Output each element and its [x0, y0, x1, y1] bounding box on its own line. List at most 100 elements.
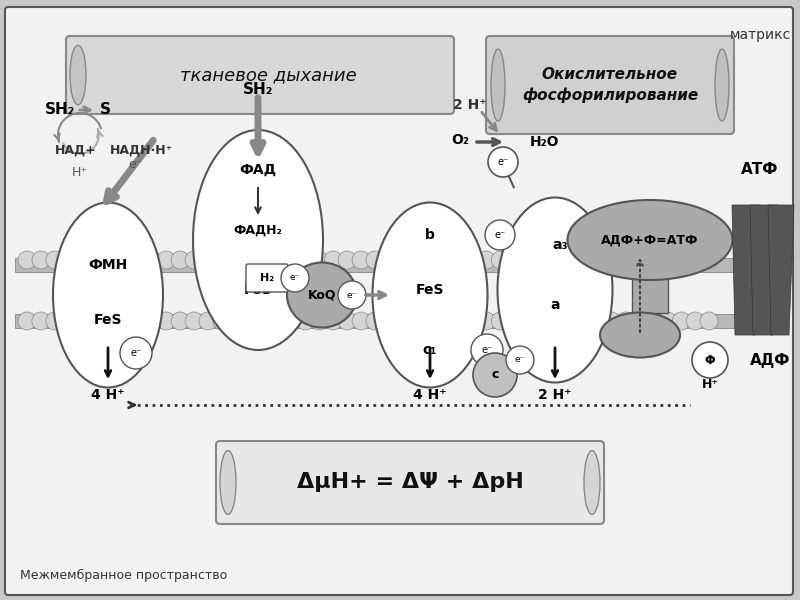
Ellipse shape: [498, 197, 613, 383]
Text: e⁻: e⁻: [130, 348, 142, 358]
Circle shape: [672, 312, 690, 330]
Circle shape: [338, 281, 366, 309]
Ellipse shape: [53, 202, 163, 388]
Circle shape: [199, 312, 217, 330]
Circle shape: [574, 251, 593, 269]
Text: ΔμH+ = ΔΨ + ΔpH: ΔμH+ = ΔΨ + ΔpH: [297, 473, 523, 493]
Text: FeS: FeS: [416, 283, 444, 297]
Text: НАДН·Н⁺: НАДН·Н⁺: [110, 143, 174, 157]
Ellipse shape: [491, 49, 505, 121]
Circle shape: [310, 251, 328, 269]
Circle shape: [143, 312, 162, 330]
Text: Межмембранное пространство: Межмембранное пространство: [20, 568, 227, 581]
Circle shape: [88, 312, 106, 330]
Text: H⁺: H⁺: [72, 166, 88, 179]
Circle shape: [422, 251, 440, 269]
Ellipse shape: [287, 263, 357, 328]
Circle shape: [282, 251, 301, 269]
Circle shape: [74, 312, 92, 330]
Circle shape: [506, 251, 523, 269]
FancyBboxPatch shape: [216, 441, 604, 524]
Circle shape: [352, 312, 370, 330]
Circle shape: [143, 251, 162, 269]
Text: e⁻: e⁻: [482, 345, 493, 355]
Circle shape: [519, 251, 537, 269]
Circle shape: [324, 312, 342, 330]
Circle shape: [102, 312, 119, 330]
Circle shape: [120, 337, 152, 369]
Circle shape: [692, 342, 728, 378]
Text: тканевое дыхание: тканевое дыхание: [180, 66, 356, 84]
Circle shape: [686, 251, 704, 269]
Text: FeS: FeS: [94, 313, 122, 327]
Text: e⁻: e⁻: [515, 355, 525, 364]
Circle shape: [88, 251, 106, 269]
Ellipse shape: [70, 45, 86, 105]
Circle shape: [547, 251, 565, 269]
Text: 2 H⁺: 2 H⁺: [454, 98, 486, 112]
Circle shape: [672, 251, 690, 269]
Circle shape: [658, 312, 676, 330]
Circle shape: [506, 346, 534, 374]
Circle shape: [46, 251, 64, 269]
Circle shape: [18, 251, 36, 269]
Circle shape: [227, 312, 245, 330]
Circle shape: [589, 251, 606, 269]
Text: e⁻: e⁻: [498, 157, 509, 167]
Text: ФМН: ФМН: [88, 258, 128, 272]
Circle shape: [352, 251, 370, 269]
Ellipse shape: [567, 200, 733, 280]
Text: c: c: [491, 368, 498, 382]
Circle shape: [394, 251, 412, 269]
Circle shape: [436, 312, 454, 330]
Circle shape: [254, 251, 273, 269]
Circle shape: [533, 251, 551, 269]
Text: e⁻: e⁻: [290, 274, 300, 283]
Circle shape: [380, 312, 398, 330]
Circle shape: [18, 312, 36, 330]
Text: ФАДН₂: ФАДН₂: [234, 223, 282, 236]
Circle shape: [450, 312, 467, 330]
Circle shape: [281, 264, 309, 292]
Circle shape: [617, 312, 634, 330]
Circle shape: [471, 334, 503, 366]
Text: H₂O: H₂O: [530, 135, 559, 149]
Circle shape: [60, 251, 78, 269]
Circle shape: [115, 312, 134, 330]
Circle shape: [436, 251, 454, 269]
Circle shape: [478, 251, 495, 269]
Circle shape: [602, 312, 621, 330]
Circle shape: [491, 251, 510, 269]
Circle shape: [130, 251, 147, 269]
Circle shape: [408, 251, 426, 269]
Circle shape: [485, 220, 515, 250]
Text: c₁: c₁: [423, 343, 437, 357]
Circle shape: [102, 251, 119, 269]
Bar: [632, 240, 668, 313]
Text: e⁻: e⁻: [347, 290, 357, 299]
Circle shape: [645, 251, 662, 269]
Polygon shape: [750, 205, 778, 335]
Circle shape: [213, 312, 231, 330]
Text: АДФ: АДФ: [750, 352, 790, 367]
FancyBboxPatch shape: [246, 264, 288, 292]
Text: O₂: O₂: [451, 133, 469, 147]
Circle shape: [366, 312, 384, 330]
Circle shape: [700, 251, 718, 269]
Circle shape: [227, 251, 245, 269]
Text: НАД+: НАД+: [55, 143, 97, 157]
Text: матрикс: матрикс: [730, 28, 790, 42]
Text: 2 H⁺: 2 H⁺: [538, 388, 572, 402]
Circle shape: [157, 251, 175, 269]
Circle shape: [74, 251, 92, 269]
Circle shape: [185, 312, 203, 330]
Text: e⁻: e⁻: [128, 158, 142, 172]
Circle shape: [282, 312, 301, 330]
Circle shape: [506, 312, 523, 330]
Circle shape: [324, 251, 342, 269]
Circle shape: [630, 251, 649, 269]
Circle shape: [213, 251, 231, 269]
Circle shape: [473, 353, 517, 397]
Circle shape: [547, 312, 565, 330]
Bar: [15, 258, 735, 272]
